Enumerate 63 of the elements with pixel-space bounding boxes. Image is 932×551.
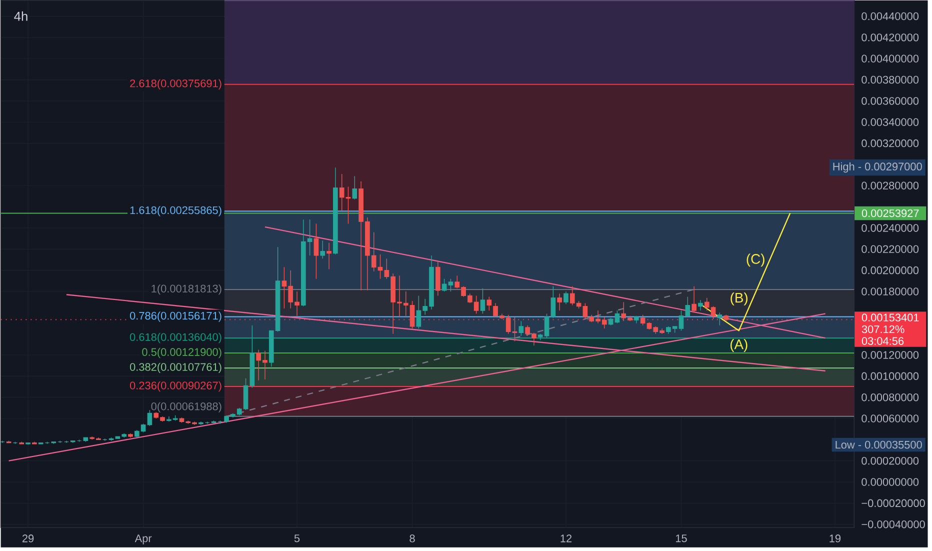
candlestick [717,312,722,326]
text: 03:04:56 [862,337,904,345]
band-label: 0.236(0.00090267) [130,381,222,392]
y-tick-label: 0.00240000 [862,224,919,232]
ref-line-label: 0.00153401 [862,314,919,322]
y-tick-label: 0.00180000 [862,288,919,296]
band-label: 0.786(0.00156171) [130,312,222,322]
candlestick [480,288,486,314]
y-tick-label: 0.00360000 [862,97,919,105]
x-tick-label: 29 [22,534,34,542]
candlestick [448,278,454,292]
x-tick-label: 8 [410,534,415,542]
ref-line-label: 0.00253927 [862,209,919,218]
x-tick-label: 5 [294,534,300,542]
y-tick-label: 0.00340000 [862,118,919,126]
y-tick-label: 0.00320000 [862,139,919,148]
text: 4h [14,11,28,21]
y-tick-label: 0.00400000 [862,54,919,62]
y-tick-label: 0.00220000 [862,245,919,253]
y-tick-label: 0.00200000 [862,266,919,274]
y-tick-label: 0.00120000 [862,351,919,359]
y-tick-label: 0.00080000 [862,393,919,402]
y-tick-label: 0.00020000 [862,456,919,465]
candlestick [147,410,152,426]
x-tick-label: 12 [560,534,572,542]
candlestick [692,286,696,313]
candlestick [518,320,524,336]
candlestick [698,300,703,311]
y-tick-label: 0.00280000 [862,182,919,190]
annotation: High - 0.00297000 [833,162,922,173]
candlestick [557,293,562,311]
candlestick [320,240,326,260]
y-tick-label: −0.00020000 [862,499,925,508]
annotation: Low - 0.00035500 [836,440,922,449]
y-tick-label: −0.00040000 [862,520,925,528]
annotation: (C) [746,254,764,267]
band-label: 1.618(0.00255865) [130,206,222,216]
annotation: (A) [730,339,748,352]
band-label: 0.382(0.00107761) [130,362,222,374]
band-label: 2.618(0.00375691) [130,79,222,90]
candlestick [564,291,568,305]
y-tick-label: 0.00380000 [862,76,919,84]
candlestick [352,176,358,200]
band-label: 0.618(0.00136040) [130,332,222,344]
candlestick [614,310,620,324]
text: 307.12% [862,325,904,334]
y-tick-label: 0.00060000 [862,414,919,422]
y-tick-label: 0.00440000 [862,12,919,20]
candlestick [326,242,332,270]
band-label: 0.5(0.00121900) [142,348,222,358]
candlestick [442,278,447,292]
y-tick-label: 0.00100000 [862,372,919,380]
annotation: 0(0.00061988) [151,402,222,412]
x-tick-label: 15 [676,534,687,542]
band-label: 1(0.00181813) [152,284,222,295]
x-tick-label: 19 [830,534,841,542]
y-tick-label: 0.00000000 [862,478,919,486]
candlestick [314,223,319,280]
y-tick-label: 0.00420000 [862,34,919,42]
annotation: (B) [730,292,748,306]
candlestick [486,296,492,311]
candlestick [435,261,440,296]
x-tick-label: Apr [134,534,152,544]
